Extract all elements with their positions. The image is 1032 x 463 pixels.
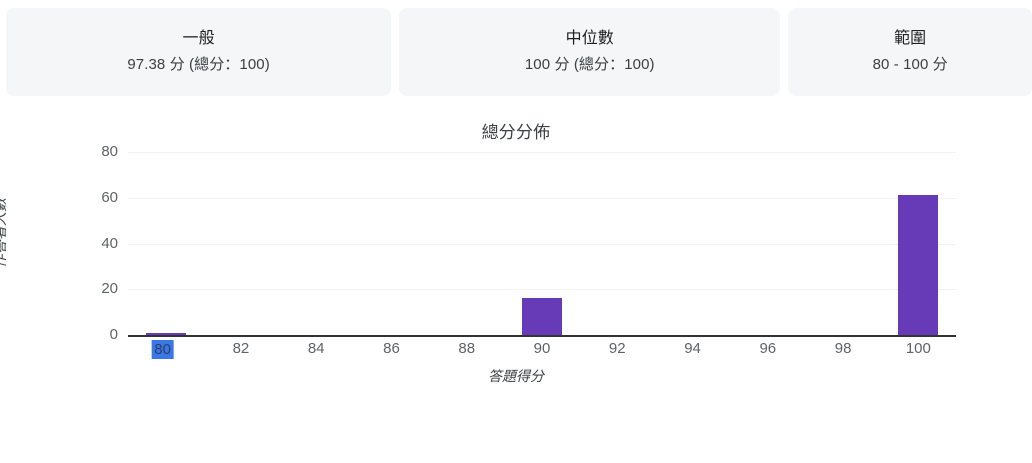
summary-stats-row: 一般 97.38 分 (總分：100) 中位數 100 分 (總分：100) 範… (0, 0, 1032, 96)
stat-card-title: 一般 (182, 30, 215, 47)
x-axis-tick-label[interactable]: 96 (759, 340, 777, 357)
stat-card-title: 範圍 (894, 30, 927, 47)
x-axis-tick-label[interactable]: 82 (232, 340, 250, 357)
plot-area (128, 152, 956, 335)
y-axis-tick-label: 20 (101, 280, 118, 298)
x-axis-tick-label[interactable]: 90 (533, 340, 551, 357)
x-axis-ticks: 80 82 84 86 88 90 92 94 96 98 100 (128, 340, 956, 364)
stat-card-value: 80 - 100 分 (872, 56, 948, 73)
x-axis-tick-label[interactable]: 80 (151, 340, 174, 359)
x-axis-tick-label[interactable]: 94 (684, 340, 701, 357)
y-axis-tick-label: 0 (109, 326, 118, 343)
bar[interactable] (145, 332, 186, 335)
stat-card-median: 中位數 100 分 (總分：100) (399, 8, 781, 96)
chart-title: 總分分佈 (481, 123, 551, 142)
x-axis-line (128, 335, 956, 337)
x-axis-tick-label[interactable]: 86 (383, 340, 400, 357)
stat-card-title: 中位數 (565, 30, 614, 47)
gridline (128, 289, 956, 291)
x-axis-tick-label[interactable]: 92 (608, 340, 626, 357)
gridline (128, 197, 956, 199)
x-axis-tick-label[interactable]: 88 (458, 340, 476, 357)
y-axis-tick-label: 60 (101, 188, 118, 206)
gridline (128, 152, 956, 153)
score-distribution-chart: 總分分佈 作答者人數 0 20 40 60 80 80 82 84 86 88 90 92 94 96 9… (0, 108, 1032, 458)
x-axis-tick-label[interactable]: 84 (307, 340, 325, 357)
x-axis-tick-label[interactable]: 100 (905, 340, 931, 357)
stat-card-value: 100 分 (總分：100) (524, 56, 655, 73)
stat-card-average: 一般 97.38 分 (總分：100) (6, 8, 392, 96)
stat-card-range: 範圍 80 - 100 分 (788, 8, 1032, 96)
y-axis-ticks: 0 20 40 60 80 (0, 143, 118, 343)
y-axis-tick-label: 40 (101, 234, 118, 252)
bar[interactable] (898, 195, 939, 335)
gridline (128, 243, 956, 245)
x-axis-label: 答題得分 (488, 368, 544, 384)
bar[interactable] (522, 298, 562, 335)
y-axis-tick-label: 80 (101, 143, 118, 160)
stat-card-value: 97.38 分 (總分：100) (127, 56, 270, 73)
x-axis-tick-label[interactable]: 98 (834, 340, 852, 357)
